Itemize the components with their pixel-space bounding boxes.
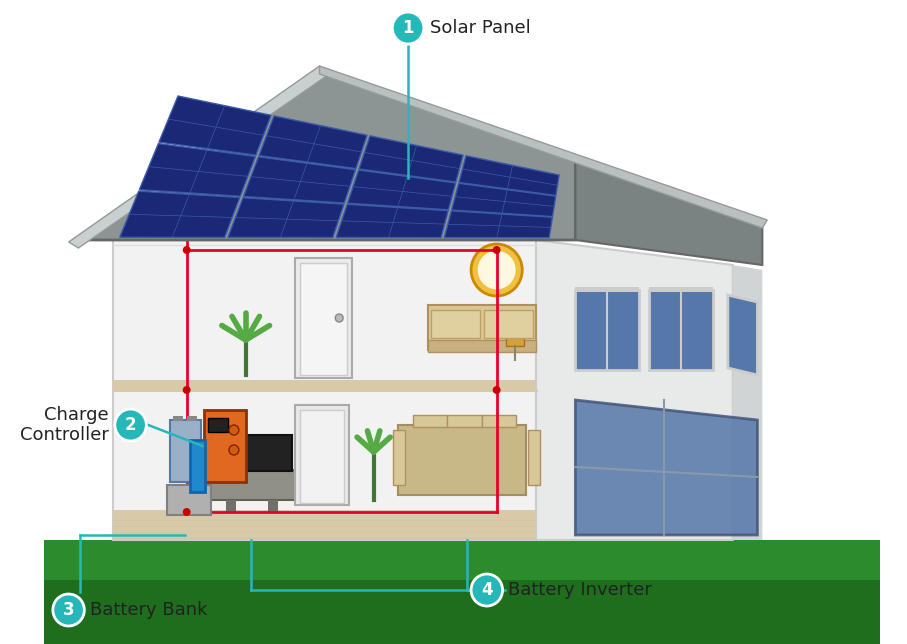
Bar <box>112 240 536 540</box>
Polygon shape <box>44 540 881 644</box>
Polygon shape <box>728 295 757 375</box>
Bar <box>268 500 278 512</box>
Polygon shape <box>359 136 463 182</box>
Polygon shape <box>536 240 733 540</box>
Circle shape <box>393 12 424 44</box>
Circle shape <box>471 574 502 606</box>
Text: 2: 2 <box>125 416 136 434</box>
Polygon shape <box>459 156 559 196</box>
Bar <box>300 410 344 503</box>
Circle shape <box>229 445 239 455</box>
Bar <box>207 470 295 500</box>
Polygon shape <box>243 156 356 203</box>
Circle shape <box>182 246 190 254</box>
Bar <box>190 440 205 492</box>
Polygon shape <box>159 96 271 155</box>
Text: 4: 4 <box>481 581 493 599</box>
Polygon shape <box>444 211 552 238</box>
Bar <box>528 430 540 485</box>
Bar <box>428 340 536 352</box>
Bar <box>187 416 197 421</box>
Polygon shape <box>73 68 575 240</box>
Bar <box>173 416 182 421</box>
Text: Charge
Controller: Charge Controller <box>20 406 109 444</box>
Text: Battery Bank: Battery Bank <box>90 601 208 619</box>
Bar <box>413 415 447 427</box>
Bar <box>295 405 349 505</box>
Circle shape <box>182 386 190 394</box>
Polygon shape <box>44 580 881 644</box>
Polygon shape <box>69 66 329 248</box>
Polygon shape <box>140 144 256 196</box>
Bar <box>649 290 713 370</box>
Bar <box>506 318 524 346</box>
Circle shape <box>336 314 343 322</box>
Circle shape <box>493 386 501 394</box>
Bar <box>431 310 480 338</box>
Bar <box>483 310 533 338</box>
Bar <box>649 287 713 292</box>
Circle shape <box>229 425 239 435</box>
Bar <box>575 287 639 292</box>
Polygon shape <box>733 265 763 540</box>
Polygon shape <box>575 160 763 265</box>
Polygon shape <box>228 198 344 238</box>
Polygon shape <box>258 116 367 169</box>
Bar <box>112 510 536 540</box>
Bar <box>226 500 236 512</box>
Bar <box>398 425 526 495</box>
Bar <box>170 420 201 482</box>
Circle shape <box>53 594 84 626</box>
Text: Solar Panel: Solar Panel <box>430 19 531 37</box>
Polygon shape <box>336 204 448 238</box>
Circle shape <box>182 508 190 516</box>
Bar <box>209 418 228 432</box>
Polygon shape <box>452 184 556 216</box>
Polygon shape <box>319 66 767 228</box>
Text: Battery Inverter: Battery Inverter <box>509 581 652 599</box>
Bar <box>300 263 347 375</box>
Bar <box>394 430 405 485</box>
Bar <box>575 290 639 370</box>
Circle shape <box>115 409 146 441</box>
Polygon shape <box>347 170 455 210</box>
Circle shape <box>493 246 501 254</box>
Bar <box>295 258 352 378</box>
Bar <box>447 415 482 427</box>
Text: 3: 3 <box>63 601 74 619</box>
Bar <box>204 410 246 482</box>
Bar <box>211 435 292 471</box>
Circle shape <box>471 244 522 296</box>
Polygon shape <box>120 191 239 238</box>
Bar <box>428 305 536 350</box>
Circle shape <box>477 250 516 290</box>
Bar <box>482 415 516 427</box>
Text: 1: 1 <box>403 19 414 37</box>
Bar <box>167 485 211 515</box>
Polygon shape <box>575 400 757 535</box>
Bar <box>112 380 536 392</box>
